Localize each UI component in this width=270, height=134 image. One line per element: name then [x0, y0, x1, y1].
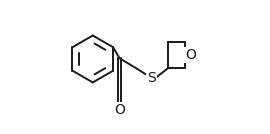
Text: O: O — [114, 103, 125, 117]
Text: S: S — [147, 71, 156, 85]
Text: O: O — [185, 48, 196, 62]
